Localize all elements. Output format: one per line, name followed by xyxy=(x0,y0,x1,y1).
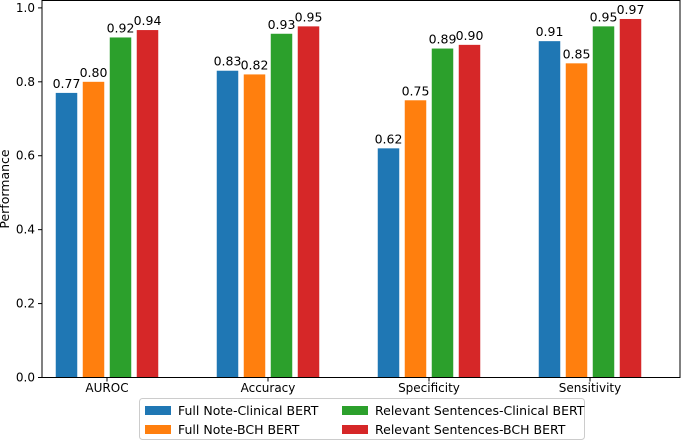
bar xyxy=(538,41,561,378)
bar xyxy=(619,18,642,378)
bar-value-label: 0.83 xyxy=(214,54,242,69)
bar-value-label: 0.77 xyxy=(53,76,81,91)
y-tick-label: 0.4 xyxy=(16,223,35,237)
y-axis-title: Performance xyxy=(0,149,12,229)
legend-label: Full Note-BCH BERT xyxy=(178,422,300,437)
bar xyxy=(404,100,427,378)
bar-value-label: 0.95 xyxy=(590,9,618,24)
bar-value-label: 0.82 xyxy=(241,57,269,72)
bar xyxy=(270,33,293,378)
bar-value-label: 0.92 xyxy=(107,20,135,35)
bar-value-label: 0.95 xyxy=(295,9,323,24)
bar xyxy=(377,148,400,378)
bar xyxy=(109,37,132,378)
y-tick-label: 0.6 xyxy=(16,149,35,163)
plot-area: 0.0 0.2 0.4 0.6 0.8 1.0 0.77 0.83 0.62 0.91 0.80 0.… xyxy=(16,1,645,395)
bar xyxy=(82,81,105,378)
bar-value-label: 0.90 xyxy=(456,28,484,43)
bar-value-label: 0.93 xyxy=(268,17,296,32)
bar-value-label: 0.85 xyxy=(563,46,591,61)
legend-label: Relevant Sentences-Clinical BERT xyxy=(375,403,585,418)
legend-swatch xyxy=(145,406,171,415)
x-tick-label: Specificity xyxy=(398,381,460,395)
legend: Full Note-Clinical BERT Full Note-BCH BER… xyxy=(139,398,585,440)
bar-value-label: 0.80 xyxy=(80,65,108,80)
legend-label: Full Note-Clinical BERT xyxy=(178,403,319,418)
x-tick-label: Accuracy xyxy=(241,381,296,395)
x-tick-label: Sensitivity xyxy=(559,381,621,395)
bar xyxy=(565,63,588,378)
bar xyxy=(431,48,454,378)
bar xyxy=(297,26,320,378)
legend-swatch xyxy=(342,406,368,415)
bar-value-label: 0.94 xyxy=(134,13,162,28)
bar-value-label: 0.75 xyxy=(402,83,430,98)
plot-frame xyxy=(41,0,681,378)
bar xyxy=(216,70,239,378)
legend-swatch xyxy=(145,425,171,434)
legend-box xyxy=(139,398,585,440)
y-tick-label: 0.8 xyxy=(16,75,35,89)
bar xyxy=(458,44,481,378)
bar xyxy=(592,26,615,378)
bar xyxy=(55,92,78,378)
y-tick-label: 0.2 xyxy=(16,297,35,311)
bar-value-label: 0.97 xyxy=(617,2,645,17)
bar-value-label: 0.91 xyxy=(536,24,564,39)
bar-value-label: 0.62 xyxy=(375,131,403,146)
x-tick-label: AUROC xyxy=(85,381,128,395)
bar xyxy=(243,74,266,378)
bar-value-label: 0.89 xyxy=(429,32,457,47)
y-tick-label: 1.0 xyxy=(16,1,35,15)
y-tick-label: 0.0 xyxy=(16,371,35,385)
legend-swatch xyxy=(342,425,368,434)
legend-label: Relevant Sentences-BCH BERT xyxy=(375,422,566,437)
bar xyxy=(136,30,159,378)
